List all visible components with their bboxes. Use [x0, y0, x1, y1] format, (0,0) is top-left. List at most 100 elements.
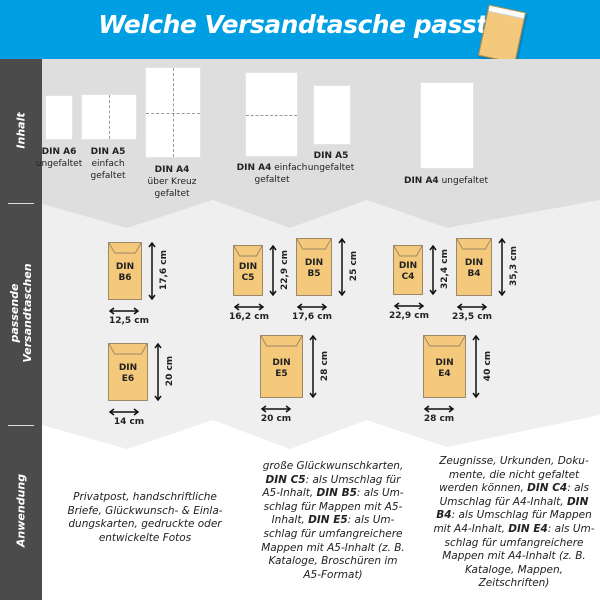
height-label: 28 cm — [320, 350, 330, 381]
content-label: DIN A6 ungefaltet — [35, 147, 83, 169]
envelope-flap — [394, 246, 422, 257]
width-arrow-icon — [108, 307, 140, 315]
row-bg-anwendung — [42, 415, 600, 600]
height-label: 17,6 cm — [159, 249, 169, 291]
envelope-label: C4 — [401, 272, 415, 282]
envelope-label: B6 — [118, 273, 132, 283]
usage-text-a6-a5: Privatpost, handschriftliche Briefe, Glü… — [62, 491, 228, 545]
row-label-anwendung: Anwendung — [14, 473, 28, 548]
height-label: 20 cm — [165, 355, 175, 387]
height-label: 40 cm — [483, 350, 493, 381]
envelope-label: DIN — [272, 357, 291, 368]
width-arrow-icon — [260, 405, 292, 413]
width-label: 23,5 cm — [451, 312, 493, 322]
divider — [8, 425, 34, 426]
envelope-label: DIN — [238, 261, 258, 272]
height-arrow-icon — [429, 244, 437, 296]
envelope-label: B4 — [467, 269, 481, 279]
envelope-label: DIN — [118, 363, 138, 373]
usage-segment: Privatpost, handschriftliche Briefe, Glü… — [67, 491, 223, 544]
usage-emphasis: DIN B4 — [436, 495, 589, 522]
sheet-a4-cross-folded — [145, 67, 201, 158]
sidebar — [0, 59, 42, 600]
height-label: 35,3 cm — [509, 245, 519, 287]
usage-emphasis: DIN E4 — [508, 522, 548, 535]
envelope-flap — [424, 336, 465, 347]
sheet-a5-folded — [81, 94, 137, 140]
envelope-label: DIN — [398, 261, 418, 271]
content-label: DIN A5 ungefaltet — [307, 151, 355, 173]
width-label: 28 cm — [423, 414, 455, 424]
width-arrow-icon — [456, 303, 488, 311]
height-arrow-icon — [309, 334, 317, 399]
divider — [8, 203, 34, 204]
envelope-label: DIN — [115, 262, 135, 272]
width-label: 17,6 cm — [291, 312, 333, 322]
usage-segment: : als Umschlag für A5-Inhalt, — [262, 473, 401, 500]
envelope-din-b6: DIN B6 — [108, 242, 142, 300]
width-arrow-icon — [233, 303, 265, 311]
content-label: DIN A4 über Kreuz gefaltet — [147, 165, 197, 199]
width-label: 22,9 cm — [388, 311, 430, 321]
envelope-flap — [457, 239, 491, 250]
envelope-din-e6: DIN E6 — [108, 343, 148, 401]
height-arrow-icon — [498, 237, 506, 297]
envelope-din-b4: DIN B4 — [456, 238, 492, 296]
envelope-flap — [234, 246, 262, 257]
envelope-din-e4: DIN E4 — [423, 335, 466, 398]
width-arrow-icon — [393, 302, 425, 310]
width-label: 20 cm — [260, 414, 292, 424]
width-arrow-icon — [108, 408, 140, 416]
envelope-flap — [261, 336, 302, 347]
usage-text-a4: Zeugnisse, Urkunden, Doku-mente, die nic… — [430, 455, 598, 591]
envelope-label: DIN — [435, 357, 454, 368]
content-label: DIN A4 einfach gefaltet — [236, 163, 308, 185]
envelope-label: E6 — [121, 374, 135, 384]
row-label-versandtaschen: passende Versandtaschen — [8, 263, 34, 363]
envelope-label: B5 — [307, 269, 321, 279]
envelope-label: C5 — [241, 272, 255, 283]
height-arrow-icon — [154, 342, 162, 402]
envelope-din-e5: DIN E5 — [260, 335, 303, 398]
width-label: 12,5 cm — [108, 316, 150, 326]
usage-segment: : als Um-schlag für Mappen mit A5-Inhalt… — [263, 487, 404, 527]
envelope-flap — [109, 243, 141, 254]
height-arrow-icon — [472, 334, 480, 399]
envelope-label: DIN — [464, 258, 484, 268]
sheet-a4-folded — [245, 72, 298, 157]
usage-segment: : als Umschlag für Mappen mit A4-Inhalt, — [433, 509, 592, 535]
usage-segment: Zeugnisse, Urkunden, Doku-mente, die nic… — [439, 455, 589, 495]
usage-emphasis: DIN B5 — [316, 487, 357, 500]
usage-segment: : als Um-schlag für umfangreichere Mappe… — [442, 522, 595, 590]
width-label: 16,2 cm — [228, 312, 270, 322]
height-label: 32,4 cm — [440, 248, 450, 290]
usage-emphasis: DIN C4 — [527, 482, 568, 495]
envelope-label: E5 — [275, 368, 288, 379]
usage-emphasis: DIN E5 — [308, 514, 348, 527]
usage-segment: : als Um-schlag für umfangreichere Mappe… — [261, 514, 405, 581]
envelope-flap — [109, 344, 147, 355]
envelope-din-c4: DIN C4 — [393, 245, 423, 295]
sheet-a4 — [420, 82, 474, 169]
sheet-a6 — [45, 95, 73, 140]
height-label: 25 cm — [349, 250, 359, 282]
usage-emphasis: DIN C5 — [265, 473, 306, 486]
height-arrow-icon — [338, 237, 346, 297]
envelope-label: E4 — [438, 368, 451, 379]
usage-segment: große Glückwunschkarten, — [262, 460, 404, 472]
envelope-din-b5: DIN B5 — [296, 238, 332, 296]
envelope-flap — [297, 239, 331, 250]
width-label: 14 cm — [113, 417, 145, 427]
sheet-a5 — [313, 85, 351, 145]
envelope-label: DIN — [304, 258, 324, 268]
height-label: 22,9 cm — [280, 249, 290, 290]
usage-text-a5: große Glückwunschkarten, DIN C5: als Ums… — [258, 460, 408, 582]
usage-segment: : als Umschlag für A4-Inhalt, — [439, 482, 589, 508]
page-title: Welche Versandtasche passt? — [98, 10, 502, 39]
row-label-inhalt: Inhalt — [14, 112, 28, 149]
height-arrow-icon — [148, 241, 156, 301]
envelope-din-c5: DIN C5 — [233, 245, 263, 296]
width-arrow-icon — [296, 303, 328, 311]
content-label: DIN A5 einfach gefaltet — [90, 147, 126, 181]
height-arrow-icon — [269, 244, 277, 297]
